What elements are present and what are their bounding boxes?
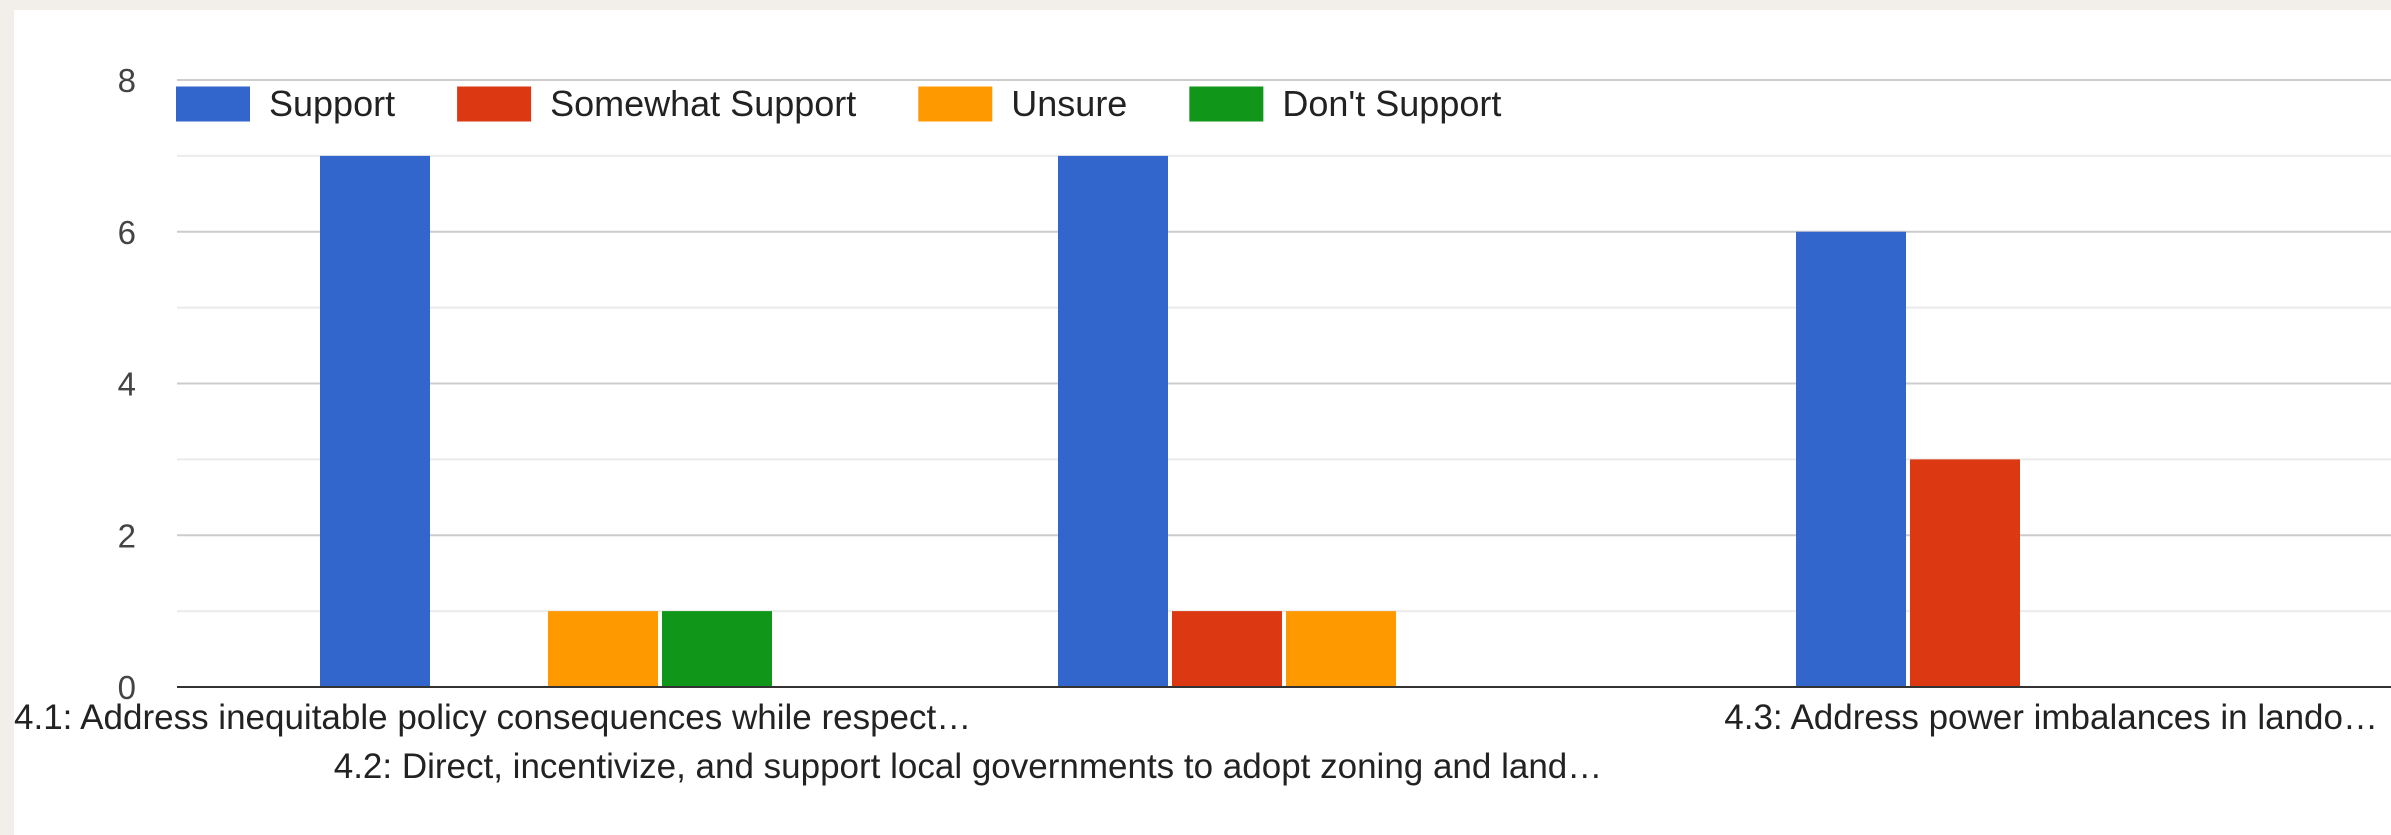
- bar: [1172, 611, 1282, 687]
- y-tick-label: 8: [118, 62, 136, 99]
- legend-swatch: [457, 86, 532, 122]
- bar: [1286, 611, 1396, 687]
- legend-label: Somewhat Support: [550, 83, 856, 124]
- bar: [1058, 155, 1168, 687]
- x-axis-labels: 4.1: Address inequitable policy conseque…: [14, 698, 2378, 786]
- gridlines: [177, 79, 2391, 613]
- y-tick-label: 0: [118, 669, 136, 706]
- legend: Support Somewhat Support Unsure Don't Suppo…: [176, 83, 1501, 124]
- y-tick-label: 4: [118, 366, 136, 403]
- legend-swatch: [176, 86, 250, 122]
- bar-chart: 0 2 4 6 8 4.1: Address inequitable policy co…: [14, 62, 2391, 786]
- y-tick-label: 2: [118, 517, 136, 554]
- legend-label: Don't Support: [1282, 83, 1501, 124]
- y-axis-ticks: 0 2 4 6 8: [118, 62, 136, 706]
- bars: [320, 155, 2020, 687]
- x-category-label: 4.2: Direct, incentivize, and support lo…: [334, 747, 1603, 786]
- legend-swatch: [1189, 86, 1264, 122]
- bar: [662, 611, 772, 687]
- x-category-label: 4.1: Address inequitable policy conseque…: [14, 698, 971, 737]
- bar: [1796, 231, 1906, 687]
- bar: [320, 155, 430, 687]
- bar: [1910, 459, 2020, 687]
- legend-swatch: [918, 86, 993, 122]
- y-tick-label: 6: [118, 214, 136, 251]
- x-category-label: 4.3: Address power imbalances in lando…: [1724, 698, 2378, 737]
- chart-card: 0 2 4 6 8 4.1: Address inequitable policy co…: [14, 10, 2391, 835]
- legend-label: Support: [269, 83, 395, 124]
- bar: [548, 611, 658, 687]
- legend-label: Unsure: [1011, 83, 1127, 124]
